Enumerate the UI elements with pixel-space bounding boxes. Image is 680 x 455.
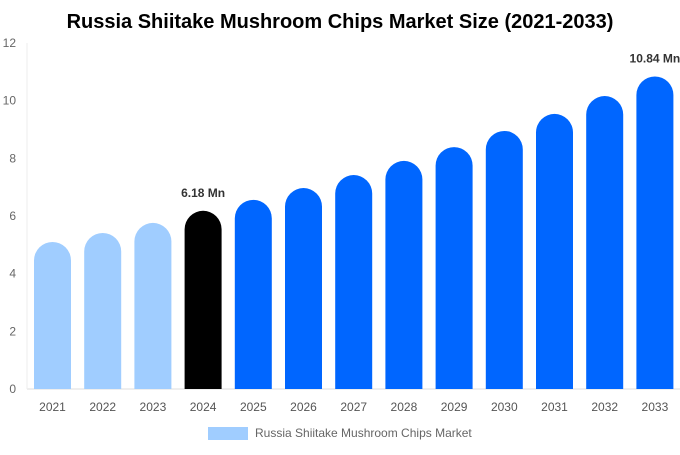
- bar-2026[interactable]: [285, 188, 322, 389]
- x-tick-label: 2029: [441, 400, 468, 414]
- y-tick-label: 8: [9, 151, 16, 165]
- bar-2030[interactable]: [485, 130, 523, 389]
- y-tick-label: 2: [9, 324, 16, 338]
- bar-2029[interactable]: [435, 147, 473, 389]
- x-tick-label: 2030: [491, 400, 518, 414]
- bar-2021[interactable]: [34, 241, 71, 389]
- bar-2027[interactable]: [335, 175, 373, 389]
- bar-2031[interactable]: [536, 113, 573, 389]
- data-label: 10.84 Mn: [630, 51, 680, 65]
- bar-2022[interactable]: [84, 233, 122, 389]
- bar-2028[interactable]: [385, 160, 423, 389]
- x-tick-label: 2024: [190, 400, 217, 414]
- x-tick-label: 2028: [391, 400, 418, 414]
- y-tick-label: 0: [9, 382, 16, 396]
- x-tick-label: 2023: [140, 400, 167, 414]
- x-tick-label: 2033: [642, 400, 669, 414]
- x-tick-label: 2022: [89, 400, 116, 414]
- bar-2033[interactable]: [636, 76, 674, 389]
- x-tick-label: 2032: [591, 400, 618, 414]
- bar-2032[interactable]: [586, 96, 624, 389]
- x-tick-label: 2027: [340, 400, 367, 414]
- y-tick-label: 12: [3, 36, 17, 50]
- y-tick-label: 6: [9, 209, 16, 223]
- x-tick-label: 2031: [541, 400, 568, 414]
- x-tick-label: 2025: [240, 400, 267, 414]
- data-label: 6.18 Mn: [181, 186, 225, 200]
- legend-label: Russia Shiitake Mushroom Chips Market: [255, 426, 472, 440]
- y-tick-label: 4: [9, 267, 16, 281]
- x-tick-label: 2026: [290, 400, 317, 414]
- legend-swatch: [208, 427, 248, 440]
- chart-title: Russia Shiitake Mushroom Chips Market Si…: [67, 11, 614, 33]
- y-tick-label: 10: [3, 94, 17, 108]
- legend[interactable]: Russia Shiitake Mushroom Chips Market: [208, 426, 472, 440]
- bar-2025[interactable]: [234, 199, 272, 389]
- bar-2024[interactable]: [184, 210, 222, 389]
- bar-2023[interactable]: [134, 222, 172, 389]
- x-tick-label: 2021: [39, 400, 66, 414]
